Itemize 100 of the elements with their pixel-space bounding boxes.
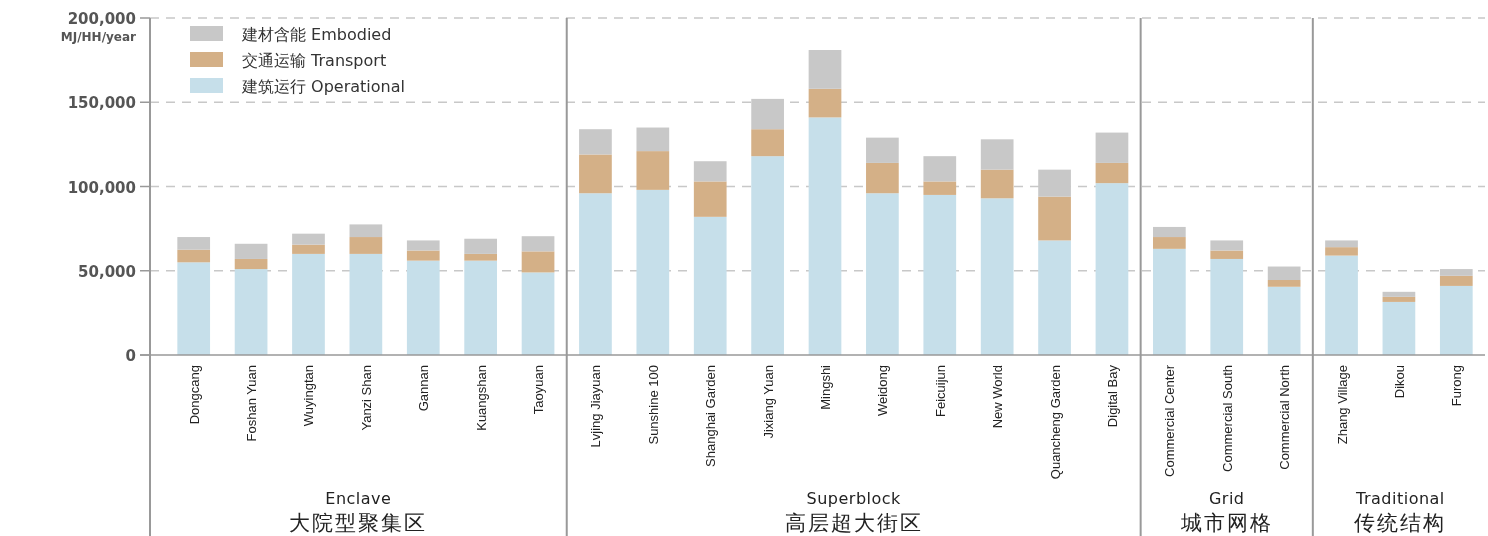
x-tick-label: Shanghai Garden: [703, 365, 719, 467]
bar: [1267, 266, 1301, 281]
bar: [349, 253, 383, 355]
y-tick-label: 50,000: [78, 262, 136, 281]
legend-label: 建筑运行 Operational: [241, 77, 405, 96]
bar: [1152, 237, 1186, 249]
bar: [808, 50, 842, 89]
legend-label: 交通运输 Transport: [242, 51, 387, 70]
bar: [1439, 275, 1473, 286]
text: 高层超大街区: [784, 511, 923, 535]
bar: [866, 193, 899, 355]
bar: [521, 251, 555, 273]
x-tick-label: Lvjing Jiayuan: [588, 365, 604, 448]
x-tick-label: Jixiang Yuan: [760, 365, 776, 439]
bar: [923, 181, 957, 195]
bar: [980, 139, 1014, 170]
y-tick-label: 100,000: [67, 178, 136, 197]
bar: [751, 156, 784, 355]
bar: [349, 224, 383, 238]
x-tick-label: Quancheng Garden: [1047, 365, 1063, 480]
x-tick-label: Commercial Center: [1162, 364, 1178, 477]
bar: [1095, 162, 1129, 184]
bar: [579, 129, 612, 155]
bar: [1095, 183, 1129, 355]
text: 大院型聚集区: [289, 511, 428, 535]
x-tick-label: Yanzi Shan: [358, 365, 374, 431]
bar: [866, 137, 899, 163]
bar: [406, 260, 440, 355]
bar: [177, 249, 211, 263]
bar: [1210, 258, 1244, 355]
bar: [234, 269, 268, 355]
bar: [1152, 248, 1186, 355]
bar: [177, 237, 211, 250]
bar: [349, 237, 383, 254]
x-tick-label: Sunshine 100: [645, 365, 661, 445]
x-tick-label: Foshan Yuan: [244, 365, 260, 442]
bar: [1038, 240, 1071, 355]
bar: [636, 189, 670, 355]
bar: [1439, 285, 1473, 355]
x-tick-label: New World: [990, 365, 1006, 429]
bar: [177, 262, 211, 355]
bar: [693, 161, 727, 182]
bar: [1210, 250, 1244, 259]
bar: [923, 194, 957, 355]
bar: [464, 260, 498, 355]
bar: [636, 127, 670, 152]
legend-label: 建材含能 Embodied: [241, 25, 392, 44]
y-tick-label: 150,000: [67, 94, 136, 113]
bar: [1038, 196, 1071, 241]
bar: [980, 169, 1014, 199]
bar: [521, 272, 555, 355]
bar: [1382, 301, 1416, 355]
bar: [464, 238, 498, 254]
x-tick-label: Furong: [1449, 365, 1465, 407]
x-tick-label: Feicuijun: [932, 365, 948, 418]
bar: [234, 243, 268, 259]
bar: [1325, 247, 1358, 256]
bar: [1210, 240, 1244, 251]
bar: [406, 240, 440, 251]
bar: [693, 216, 727, 355]
x-tick-label: Taoyuan: [531, 365, 547, 415]
bar: [923, 156, 957, 182]
bar: [636, 151, 670, 190]
bar: [1095, 132, 1129, 163]
x-tick-label: Commercial South: [1219, 365, 1235, 472]
bar: [292, 244, 325, 254]
text: Traditional: [1355, 489, 1445, 508]
bar: [579, 193, 612, 355]
x-tick-label: Mingshi: [818, 364, 833, 410]
bar: [1152, 226, 1186, 238]
x-tick-label: Zhang Village: [1334, 365, 1350, 445]
text: Superblock: [806, 489, 902, 508]
text: 城市网格: [1179, 511, 1273, 535]
bar: [1267, 280, 1301, 287]
bar: [1267, 286, 1301, 355]
text: Grid: [1208, 489, 1245, 508]
bar: [464, 253, 498, 261]
bar: [1325, 255, 1358, 355]
bar: [1325, 240, 1358, 248]
x-tick-label: Kuangshan: [473, 365, 489, 431]
text: Enclave: [325, 489, 392, 508]
bar: [234, 258, 268, 270]
bar: [751, 129, 784, 157]
x-tick-label: Gannan: [416, 365, 432, 412]
bar: [980, 198, 1014, 355]
bar: [808, 117, 842, 355]
x-tick-label: Dikou: [1391, 365, 1407, 399]
y-axis-title: MJ/HH/year: [60, 30, 137, 44]
bar: [693, 181, 727, 217]
text: 传统结构: [1354, 511, 1447, 535]
x-tick-label: Wuyingtan: [301, 365, 317, 427]
bar: [1382, 296, 1416, 302]
bar: [292, 253, 325, 355]
bar: [808, 88, 842, 118]
bar: [292, 233, 325, 245]
bar: [579, 154, 612, 194]
y-tick-label: 200,000: [67, 10, 136, 28]
bar: [1382, 291, 1416, 297]
x-tick-label: Commercial North: [1277, 365, 1293, 470]
x-tick-label: Digital Bay: [1104, 364, 1120, 428]
